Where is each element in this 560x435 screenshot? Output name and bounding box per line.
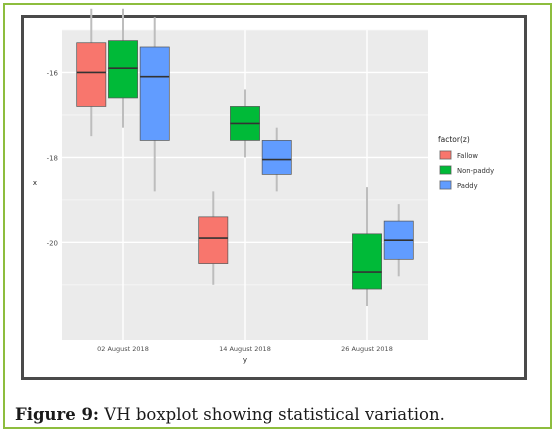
legend-label-fallow: Fallow	[457, 152, 478, 160]
legend-swatch-fallow	[439, 150, 452, 160]
legend-title: factor(z)	[438, 135, 470, 144]
legend-swatch-paddy	[439, 180, 452, 190]
box-non-paddy-2	[352, 233, 382, 290]
box-non-paddy-0	[108, 40, 138, 99]
y-tick-label: -16	[47, 69, 59, 77]
x-tick-label: 14 August 2018	[219, 345, 271, 353]
box-fallow-1	[198, 216, 229, 264]
figure-caption: Figure 9: VH boxplot showing statistical…	[15, 405, 445, 424]
legend-label-non-paddy: Non-paddy	[457, 167, 494, 175]
figure-label: Figure 9:	[15, 405, 100, 424]
legend-swatch-non-paddy	[439, 165, 452, 175]
box-paddy-0	[139, 46, 170, 141]
y-axis-title: x	[33, 179, 37, 187]
y-tick-label: -18	[47, 154, 58, 162]
box-paddy-1	[261, 140, 292, 175]
x-axis-title: y	[243, 356, 247, 364]
box-fallow-0	[76, 42, 107, 107]
x-tick-label: 26 August 2018	[341, 345, 393, 353]
x-tick-label: 02 August 2018	[97, 345, 149, 353]
figure-caption-text: VH boxplot showing statistical variation…	[99, 405, 445, 424]
legend-label-paddy: Paddy	[457, 182, 478, 190]
y-tick-label: -20	[47, 239, 58, 247]
